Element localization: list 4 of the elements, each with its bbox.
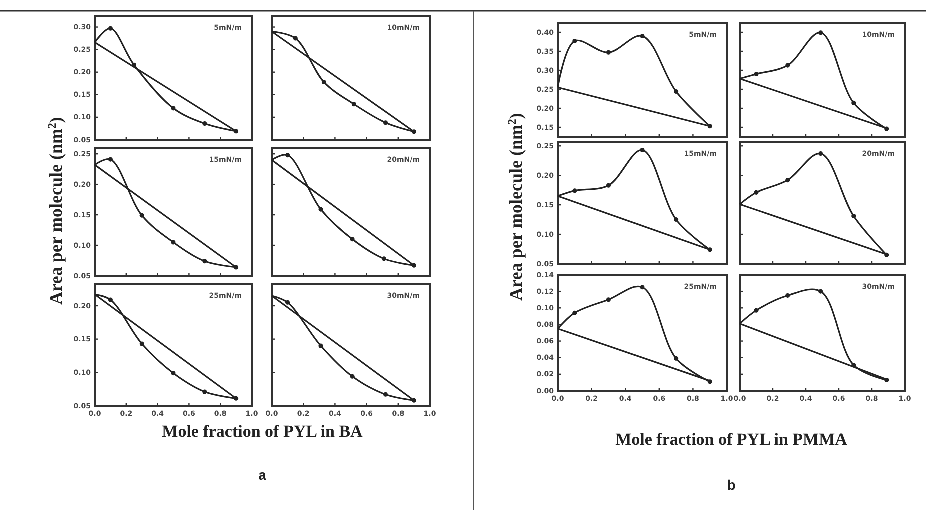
text: a <box>258 467 267 483</box>
x-axis-title: Mole fraction of PYL in PMMA <box>616 430 848 449</box>
x-axis-title: Mole fraction of PYL in BA <box>162 422 364 441</box>
text: b <box>727 477 736 493</box>
